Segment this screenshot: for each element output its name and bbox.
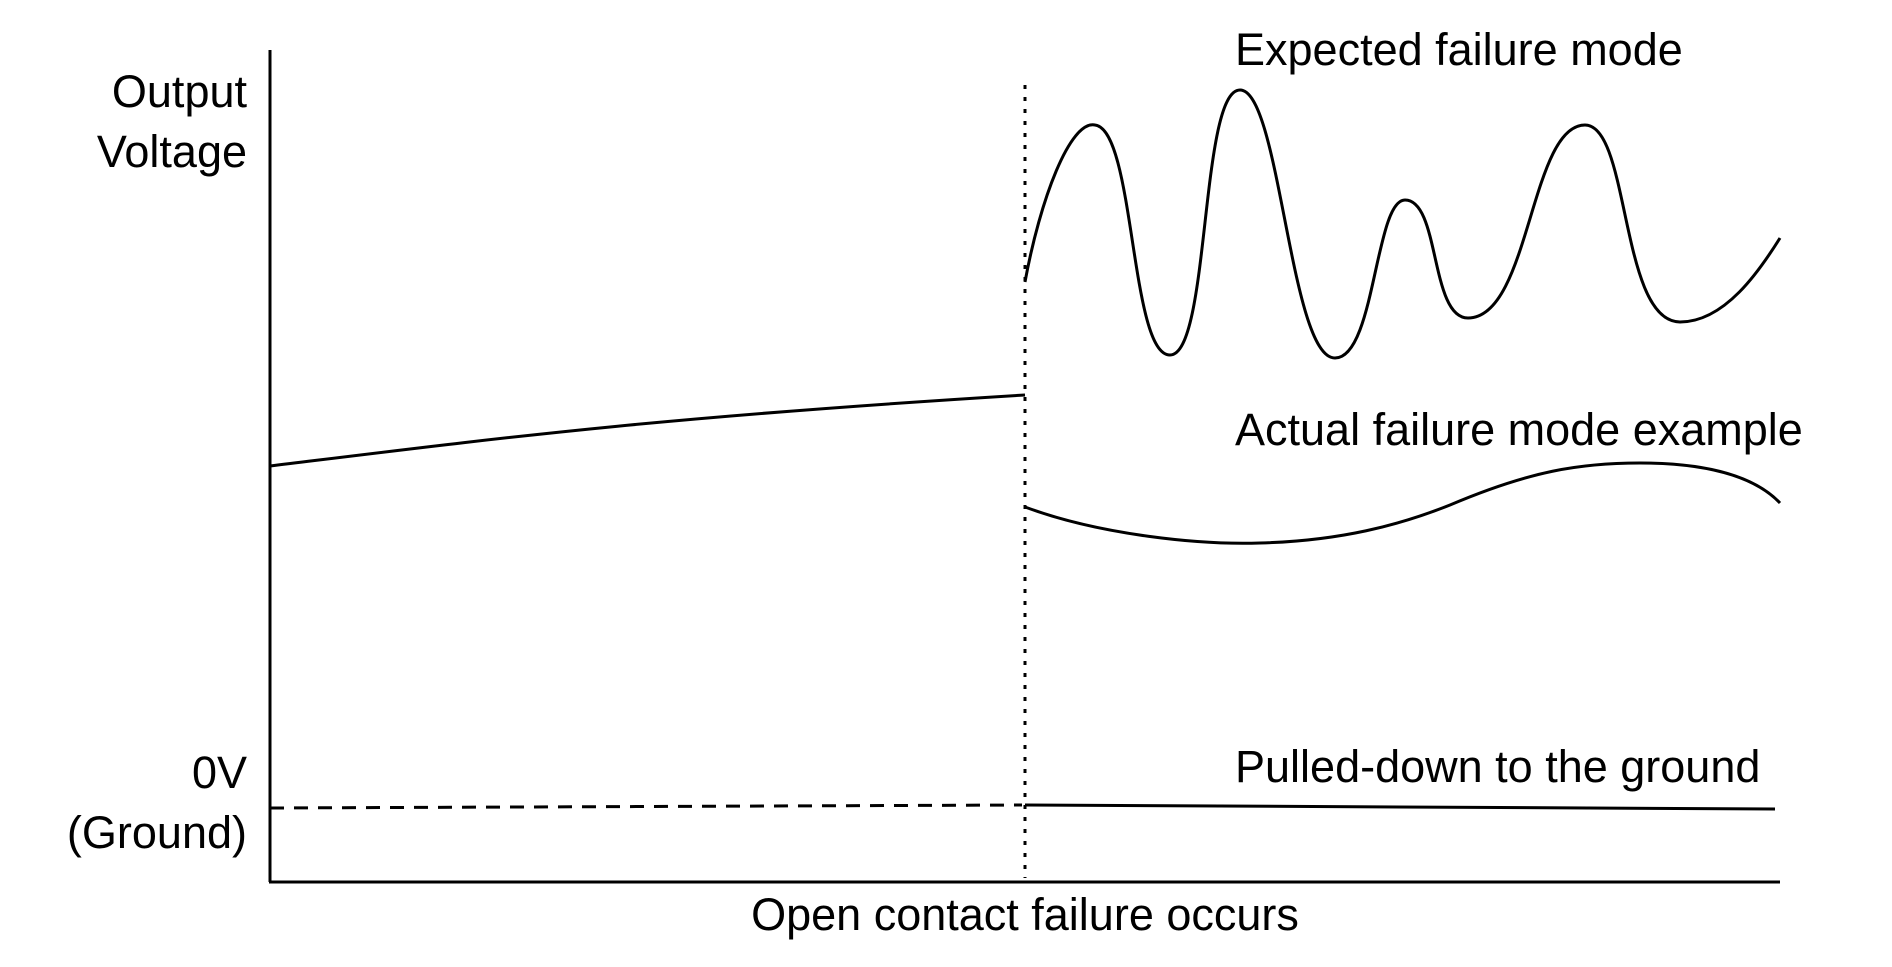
y-axis-label: Output Voltage xyxy=(97,62,247,182)
pulled-down-label: Pulled-down to the ground xyxy=(1235,741,1761,792)
expected-failure-curve xyxy=(1023,88,1782,360)
y-axis-label-line1: Output xyxy=(111,66,247,117)
pre-failure-signal xyxy=(269,393,1026,468)
ground-reference-line xyxy=(269,803,1023,810)
ground-label-line2: (Ground) xyxy=(66,807,247,858)
ground-label-line1: 0V xyxy=(191,747,247,798)
y-axis-label-line2: Voltage xyxy=(96,126,247,177)
expected-failure-label: Expected failure mode xyxy=(1235,24,1683,75)
actual-failure-label: Actual failure mode example xyxy=(1235,404,1803,455)
ground-label: 0V (Ground) xyxy=(67,743,247,863)
x-axis-event-label: Open contact failure occurs xyxy=(751,889,1299,940)
actual-failure-curve xyxy=(1024,461,1782,545)
pulled-down-curve xyxy=(1024,803,1776,811)
